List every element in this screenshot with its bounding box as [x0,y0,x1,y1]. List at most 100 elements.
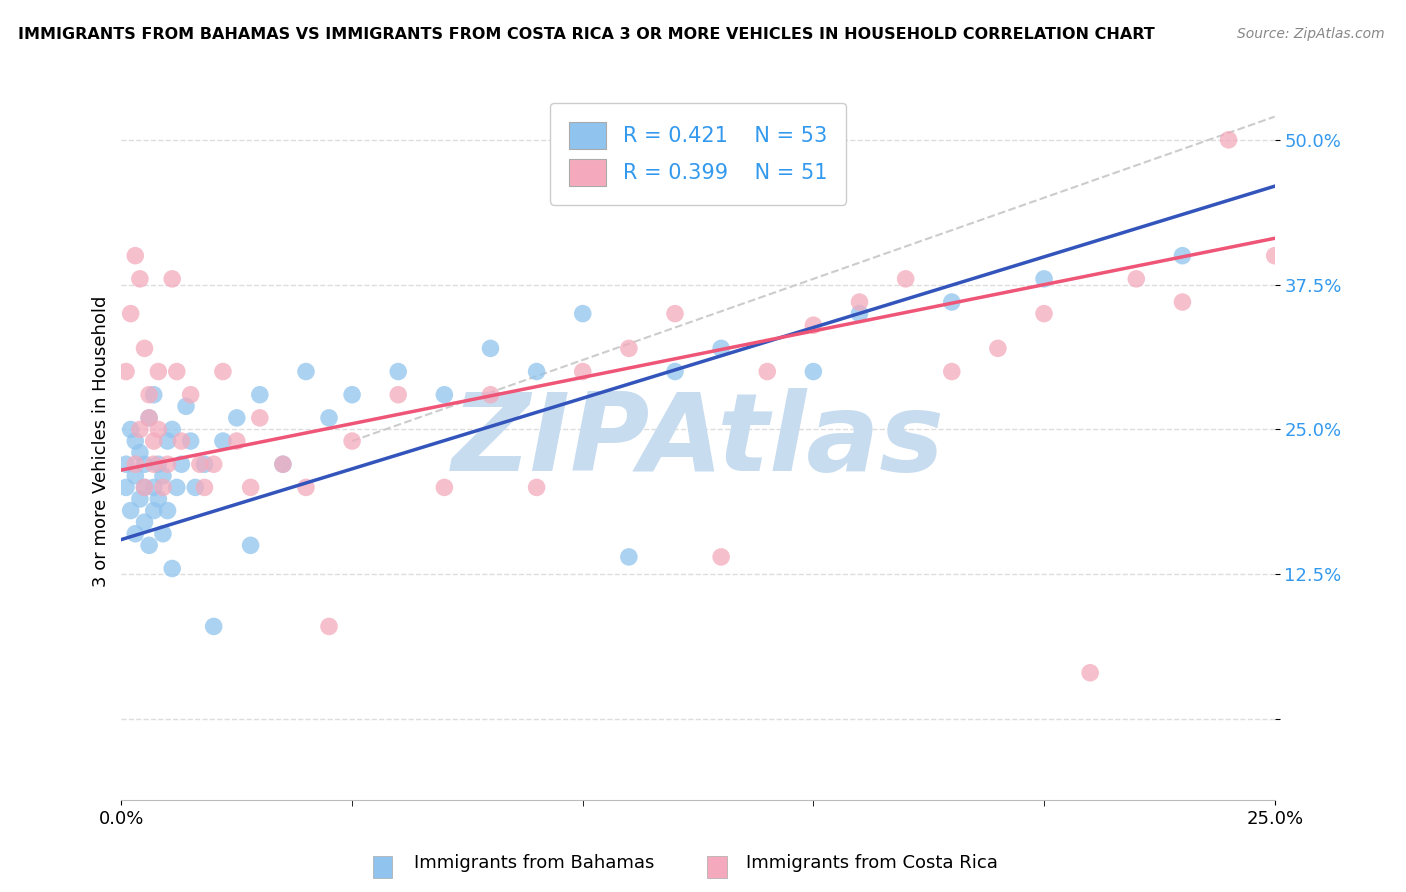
Point [184,480,207,494]
Point [1078,665,1101,680]
Point [142,434,165,448]
Point [124,249,146,263]
Point [1171,249,1194,263]
Point [571,307,593,321]
Point [526,480,548,494]
Point [124,468,146,483]
Point [156,457,179,471]
Point [433,388,456,402]
Point [225,410,247,425]
Point [664,307,686,321]
Point [1264,249,1286,263]
Point [115,457,138,471]
Text: IMMIGRANTS FROM BAHAMAS VS IMMIGRANTS FROM COSTA RICA 3 OR MORE VEHICLES IN HOUS: IMMIGRANTS FROM BAHAMAS VS IMMIGRANTS FR… [18,27,1154,42]
Point [848,295,870,310]
Point [160,422,183,436]
Point [148,365,170,379]
Point [803,365,825,379]
Point [152,526,174,541]
Point [148,491,170,506]
Point [387,388,409,402]
Text: ZIPAtlas: ZIPAtlas [451,388,945,494]
Point [134,457,156,471]
Point [193,480,215,494]
Point [212,434,235,448]
Point [134,480,156,494]
Point [941,365,963,379]
Point [340,434,363,448]
Point [295,365,318,379]
Point [134,342,156,356]
Point [225,434,247,448]
Point [318,619,340,633]
Point [1171,295,1194,310]
Y-axis label: 3 or more Vehicles in Household: 3 or more Vehicles in Household [93,295,110,587]
Point [142,388,165,402]
Point [166,365,188,379]
Point [295,480,318,494]
Point [803,318,825,333]
Point [115,365,138,379]
Point [710,342,733,356]
Point [138,410,160,425]
Point [387,365,409,379]
Point [156,434,179,448]
Point [148,422,170,436]
Point [710,549,733,564]
Point [526,365,548,379]
Point [128,422,150,436]
Point [271,457,294,471]
Point [433,480,456,494]
Point [249,388,271,402]
Point [271,457,294,471]
Point [340,388,363,402]
Point [142,457,165,471]
Point [1033,272,1056,286]
Point [148,457,170,471]
Point [138,388,160,402]
Point [180,434,202,448]
Point [848,307,870,321]
Point [239,538,262,552]
Point [160,272,183,286]
Legend: R = 0.421    N = 53, R = 0.399    N = 51: R = 0.421 N = 53, R = 0.399 N = 51 [550,103,846,204]
Point [124,526,146,541]
Point [156,503,179,517]
Point [1125,272,1147,286]
Point [142,480,165,494]
Point [152,480,174,494]
Point [115,480,138,494]
Point [180,388,202,402]
Point [152,468,174,483]
Point [1033,307,1056,321]
Point [239,480,262,494]
Point [318,410,340,425]
Point [124,457,146,471]
Point [120,307,142,321]
Point [174,399,197,413]
Point [120,422,142,436]
Point [128,491,150,506]
Point [894,272,917,286]
Point [756,365,779,379]
Text: Immigrants from Costa Rica: Immigrants from Costa Rica [745,855,998,872]
Point [166,480,188,494]
Point [120,503,142,517]
Point [202,619,225,633]
Point [134,480,156,494]
Point [664,365,686,379]
Point [124,434,146,448]
Text: Immigrants from Bahamas: Immigrants from Bahamas [415,855,654,872]
Point [617,549,640,564]
Point [941,295,963,310]
Point [138,538,160,552]
Point [479,388,502,402]
Point [571,365,593,379]
Point [160,561,183,575]
Text: Source: ZipAtlas.com: Source: ZipAtlas.com [1237,27,1385,41]
Point [128,272,150,286]
Point [170,457,193,471]
Point [188,457,211,471]
Point [1218,133,1240,147]
Point [128,445,150,459]
